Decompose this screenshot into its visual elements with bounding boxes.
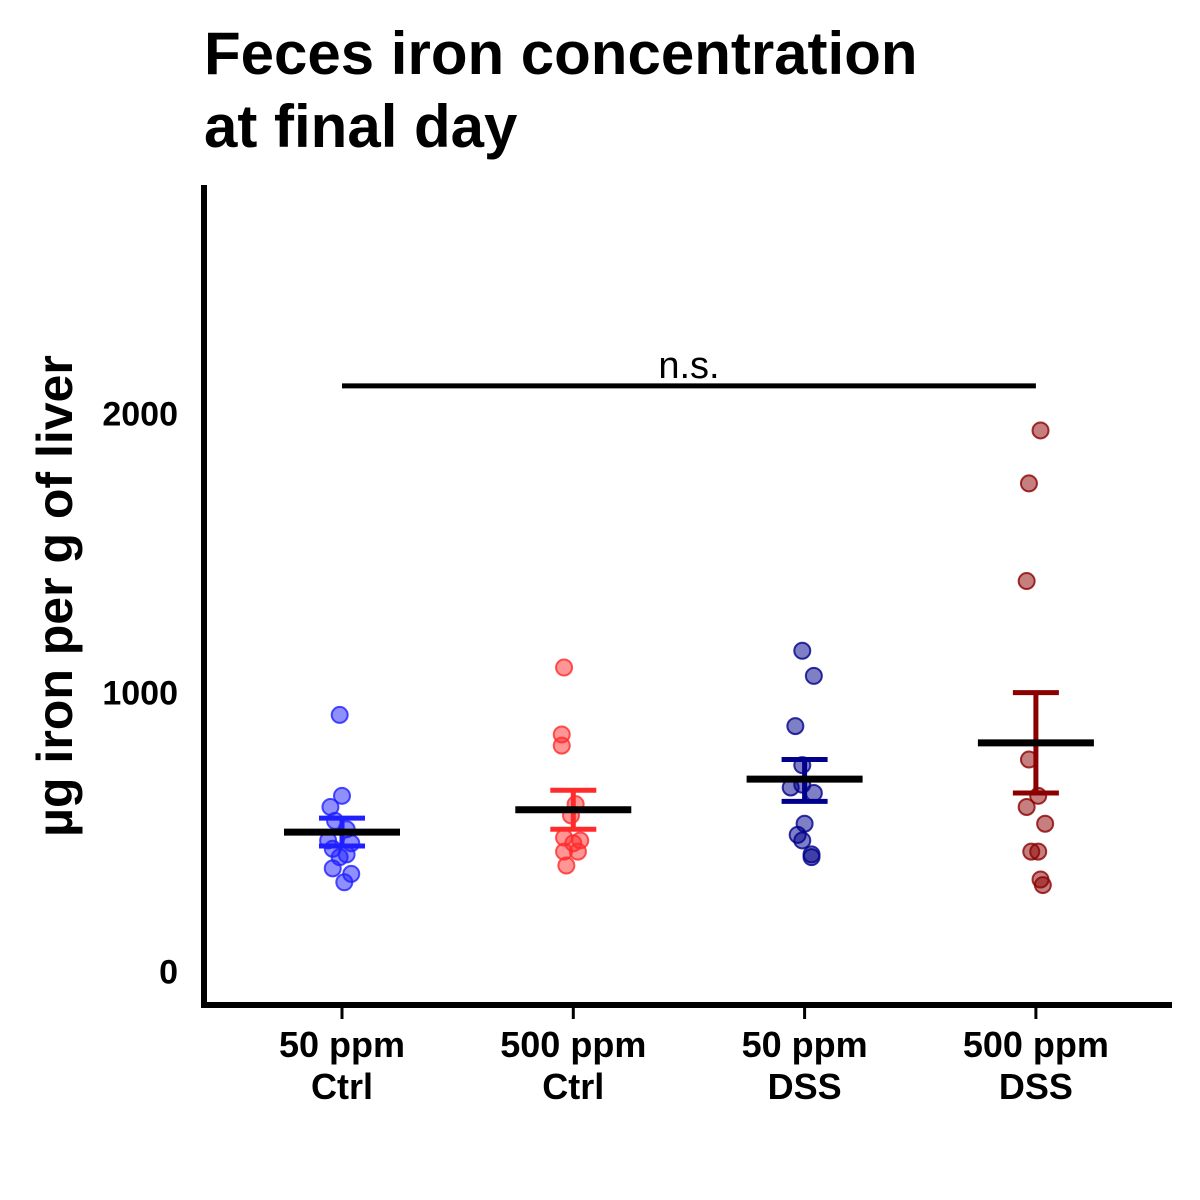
data-point [802, 848, 821, 867]
data-point [323, 859, 342, 878]
data-point [552, 736, 571, 755]
x-tick-label: 50 ppm [279, 1024, 405, 1065]
data-point [1019, 474, 1038, 493]
data-point [1033, 876, 1052, 895]
data-point [786, 717, 805, 736]
data-point [333, 786, 351, 805]
significance-label: n.s. [658, 345, 719, 387]
data-point [804, 666, 823, 685]
data-point [555, 658, 574, 677]
x-tick-label: DSS [768, 1066, 842, 1107]
x-tick-label: Ctrl [542, 1066, 604, 1107]
x-tick-label: DSS [999, 1066, 1073, 1107]
x-tick-label: Ctrl [311, 1066, 373, 1107]
data-point [335, 873, 354, 892]
data-point [330, 705, 349, 724]
data-point [1031, 421, 1050, 440]
data-point [1017, 797, 1036, 816]
data-point [568, 842, 587, 861]
y-tick-label: 1000 [102, 675, 178, 713]
chart-title-line-2: at final day [204, 93, 518, 160]
x-tick-label: 500 ppm [500, 1024, 646, 1065]
y-tick-label: 0 [159, 954, 178, 992]
x-tick-label: 500 ppm [963, 1024, 1109, 1065]
data-point [793, 641, 812, 660]
data-point [557, 856, 576, 875]
y-tick-label: 2000 [102, 396, 178, 434]
data-point [804, 784, 823, 803]
y-axis-label: µg iron per g of liver [27, 355, 83, 837]
data-point [1036, 814, 1055, 833]
data-point [1029, 842, 1048, 861]
x-tick-label: 50 ppm [742, 1024, 868, 1065]
data-point [793, 831, 812, 850]
data-point [1017, 572, 1036, 591]
chart-title-line-1: Feces iron concentration [204, 20, 918, 87]
